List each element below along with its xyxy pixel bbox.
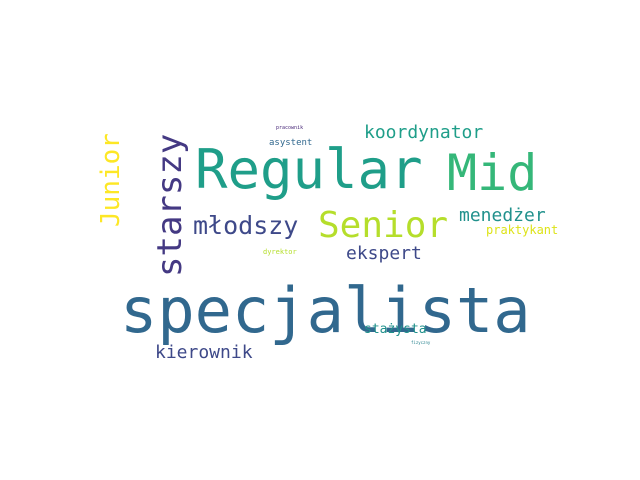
word-fizyczny: fizyczny xyxy=(411,340,431,345)
word-dyrektor: dyrektor xyxy=(263,248,297,256)
word-ekspert: ekspert xyxy=(346,243,422,264)
word-koordynator: koordynator xyxy=(364,122,484,143)
word-specjalista: specjalista xyxy=(120,274,531,347)
word-kierownik: kierownik xyxy=(155,342,253,363)
word-menedzer: menedżer xyxy=(459,205,546,226)
word-senior: Senior xyxy=(318,205,449,246)
word-mid: Mid xyxy=(447,144,538,202)
word-praktykant: praktykant xyxy=(486,223,559,237)
word-starszy: starszy xyxy=(150,133,190,277)
word-regular: Regular xyxy=(195,138,423,201)
word-mlodszy: młodszy xyxy=(193,211,299,240)
word-asystent: asystent xyxy=(269,138,313,148)
word-stazysta: stażysta xyxy=(364,322,427,337)
word-junior: Junior xyxy=(96,133,126,227)
word-pracownik: pracownik xyxy=(276,125,304,131)
